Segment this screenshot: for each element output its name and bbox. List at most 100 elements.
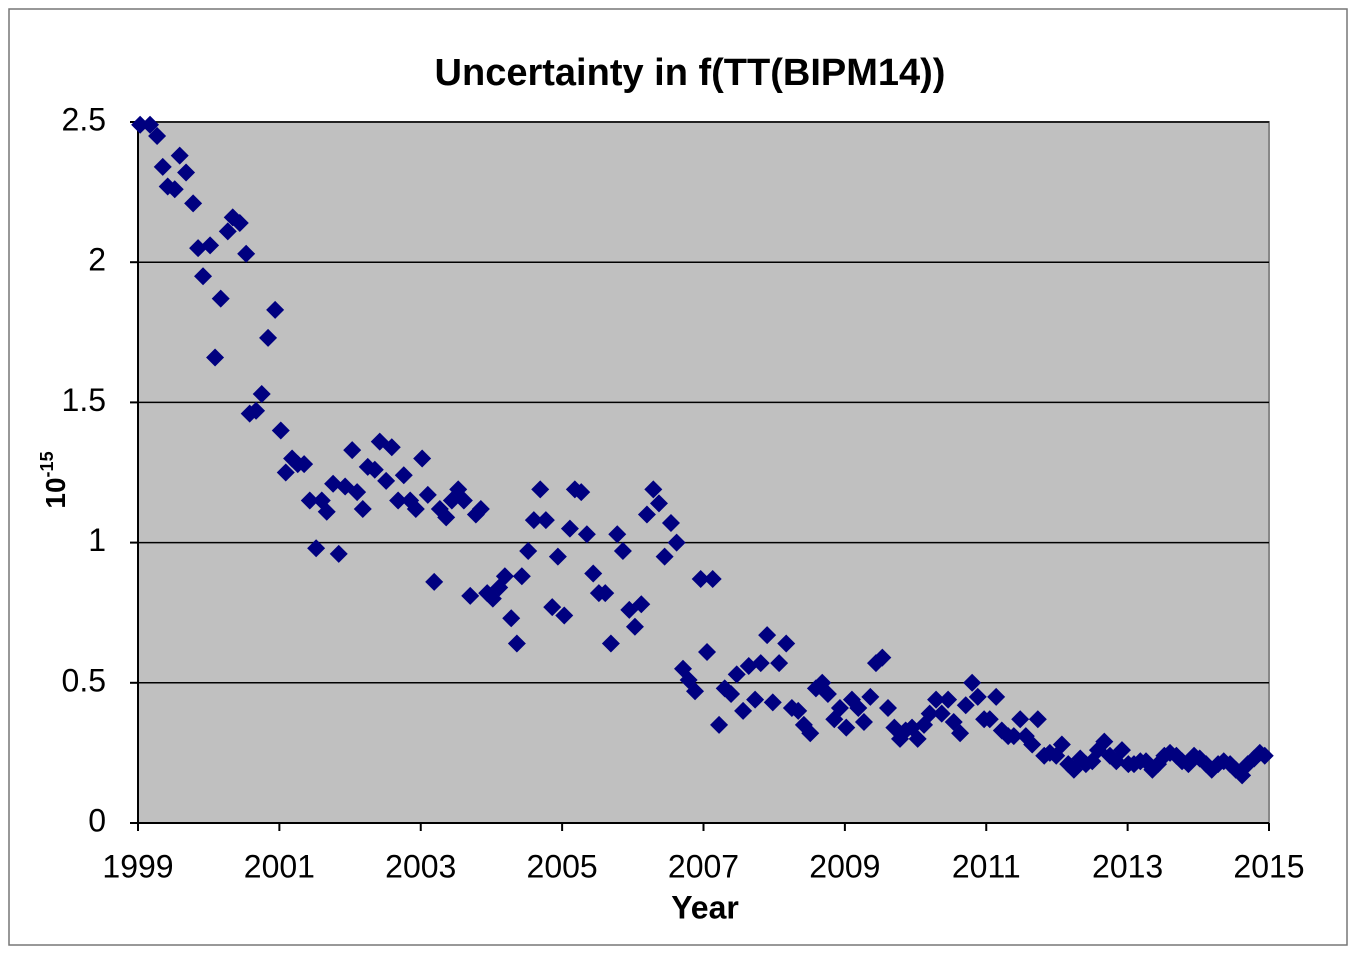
data-point — [596, 584, 615, 603]
data-point — [920, 704, 939, 723]
data-point — [830, 699, 849, 718]
data-point — [632, 595, 651, 614]
data-point — [425, 572, 444, 591]
data-point — [777, 634, 796, 653]
data-point — [418, 485, 437, 504]
data-point — [295, 455, 314, 474]
data-point — [141, 115, 160, 134]
data-point — [837, 718, 856, 737]
data-point — [710, 715, 729, 734]
y-tick-label: 0 — [88, 802, 106, 838]
data-point — [201, 236, 220, 255]
data-point — [1028, 710, 1047, 729]
data-point — [577, 525, 596, 544]
data-point — [377, 471, 396, 490]
x-tick-label: 2007 — [668, 848, 739, 884]
data-point — [644, 480, 663, 499]
data-point — [734, 701, 753, 720]
y-tick-label: 2.5 — [62, 101, 106, 137]
data-point — [637, 505, 656, 524]
data-point — [939, 690, 958, 709]
data-point — [661, 513, 680, 532]
data-point — [194, 267, 213, 286]
data-point — [854, 713, 873, 732]
data-point — [165, 180, 184, 199]
data-point — [343, 441, 362, 460]
data-point — [329, 544, 348, 563]
data-point — [751, 654, 770, 673]
data-point — [1255, 746, 1274, 765]
data-point — [968, 687, 987, 706]
x-tick-label: 2003 — [385, 848, 456, 884]
data-point — [259, 328, 278, 347]
data-point — [849, 699, 868, 718]
x-tick-label: 2011 — [952, 848, 1021, 884]
data-point — [512, 567, 531, 586]
data-point — [560, 519, 579, 538]
data-point — [980, 710, 999, 729]
data-point — [686, 682, 705, 701]
data-point — [727, 665, 746, 684]
data-point — [271, 421, 290, 440]
data-point — [531, 480, 550, 499]
data-point — [348, 483, 367, 502]
data-point — [758, 626, 777, 645]
data-point — [601, 634, 620, 653]
data-point — [801, 724, 820, 743]
data-point — [956, 696, 975, 715]
data-point — [649, 494, 668, 513]
data-point — [818, 685, 837, 704]
data-point — [1052, 735, 1071, 754]
x-tick-label: 2013 — [1092, 848, 1163, 884]
data-point — [148, 127, 167, 146]
data-point — [770, 654, 789, 673]
y-tick-label: 1 — [88, 522, 106, 558]
data-point — [1112, 741, 1131, 760]
y-tick-label: 2 — [88, 242, 106, 278]
data-point — [691, 570, 710, 589]
data-point — [963, 673, 982, 692]
data-point — [230, 213, 249, 232]
data-point — [211, 289, 230, 308]
data-point — [300, 491, 319, 510]
y-tick-label: 0.5 — [62, 662, 106, 698]
data-point — [413, 449, 432, 468]
data-point — [365, 460, 384, 479]
data-point — [584, 564, 603, 583]
x-tick-label: 2001 — [244, 848, 315, 884]
x-axis-label: Year — [671, 889, 739, 925]
data-point — [722, 685, 741, 704]
data-point — [861, 687, 880, 706]
data-point — [430, 499, 449, 518]
data-point — [184, 194, 203, 213]
data-point — [252, 384, 271, 403]
data-point — [1004, 727, 1023, 746]
data-point — [153, 157, 172, 176]
data-point — [763, 693, 782, 712]
data-point — [324, 474, 343, 493]
y-tick-label: 1.5 — [62, 382, 106, 418]
data-point — [548, 547, 567, 566]
x-tick-label: 1999 — [102, 848, 173, 884]
data-point — [536, 511, 555, 530]
data-point — [698, 642, 717, 661]
data-point — [878, 699, 897, 718]
data-point — [1023, 735, 1042, 754]
data-point — [873, 648, 892, 667]
x-tick-label: 2009 — [809, 848, 880, 884]
data-point — [495, 567, 514, 586]
data-point — [507, 634, 526, 653]
data-point — [237, 244, 256, 263]
data-point — [927, 690, 946, 709]
data-point — [739, 656, 758, 675]
data-point — [502, 609, 521, 628]
data-point — [613, 542, 632, 561]
x-tick-label: 2015 — [1233, 848, 1304, 884]
data-point — [189, 239, 208, 258]
data-point — [382, 438, 401, 457]
data-point — [519, 542, 538, 561]
data-point — [131, 115, 150, 134]
y-axis-label: 10-15 — [37, 451, 72, 508]
data-point — [951, 724, 970, 743]
